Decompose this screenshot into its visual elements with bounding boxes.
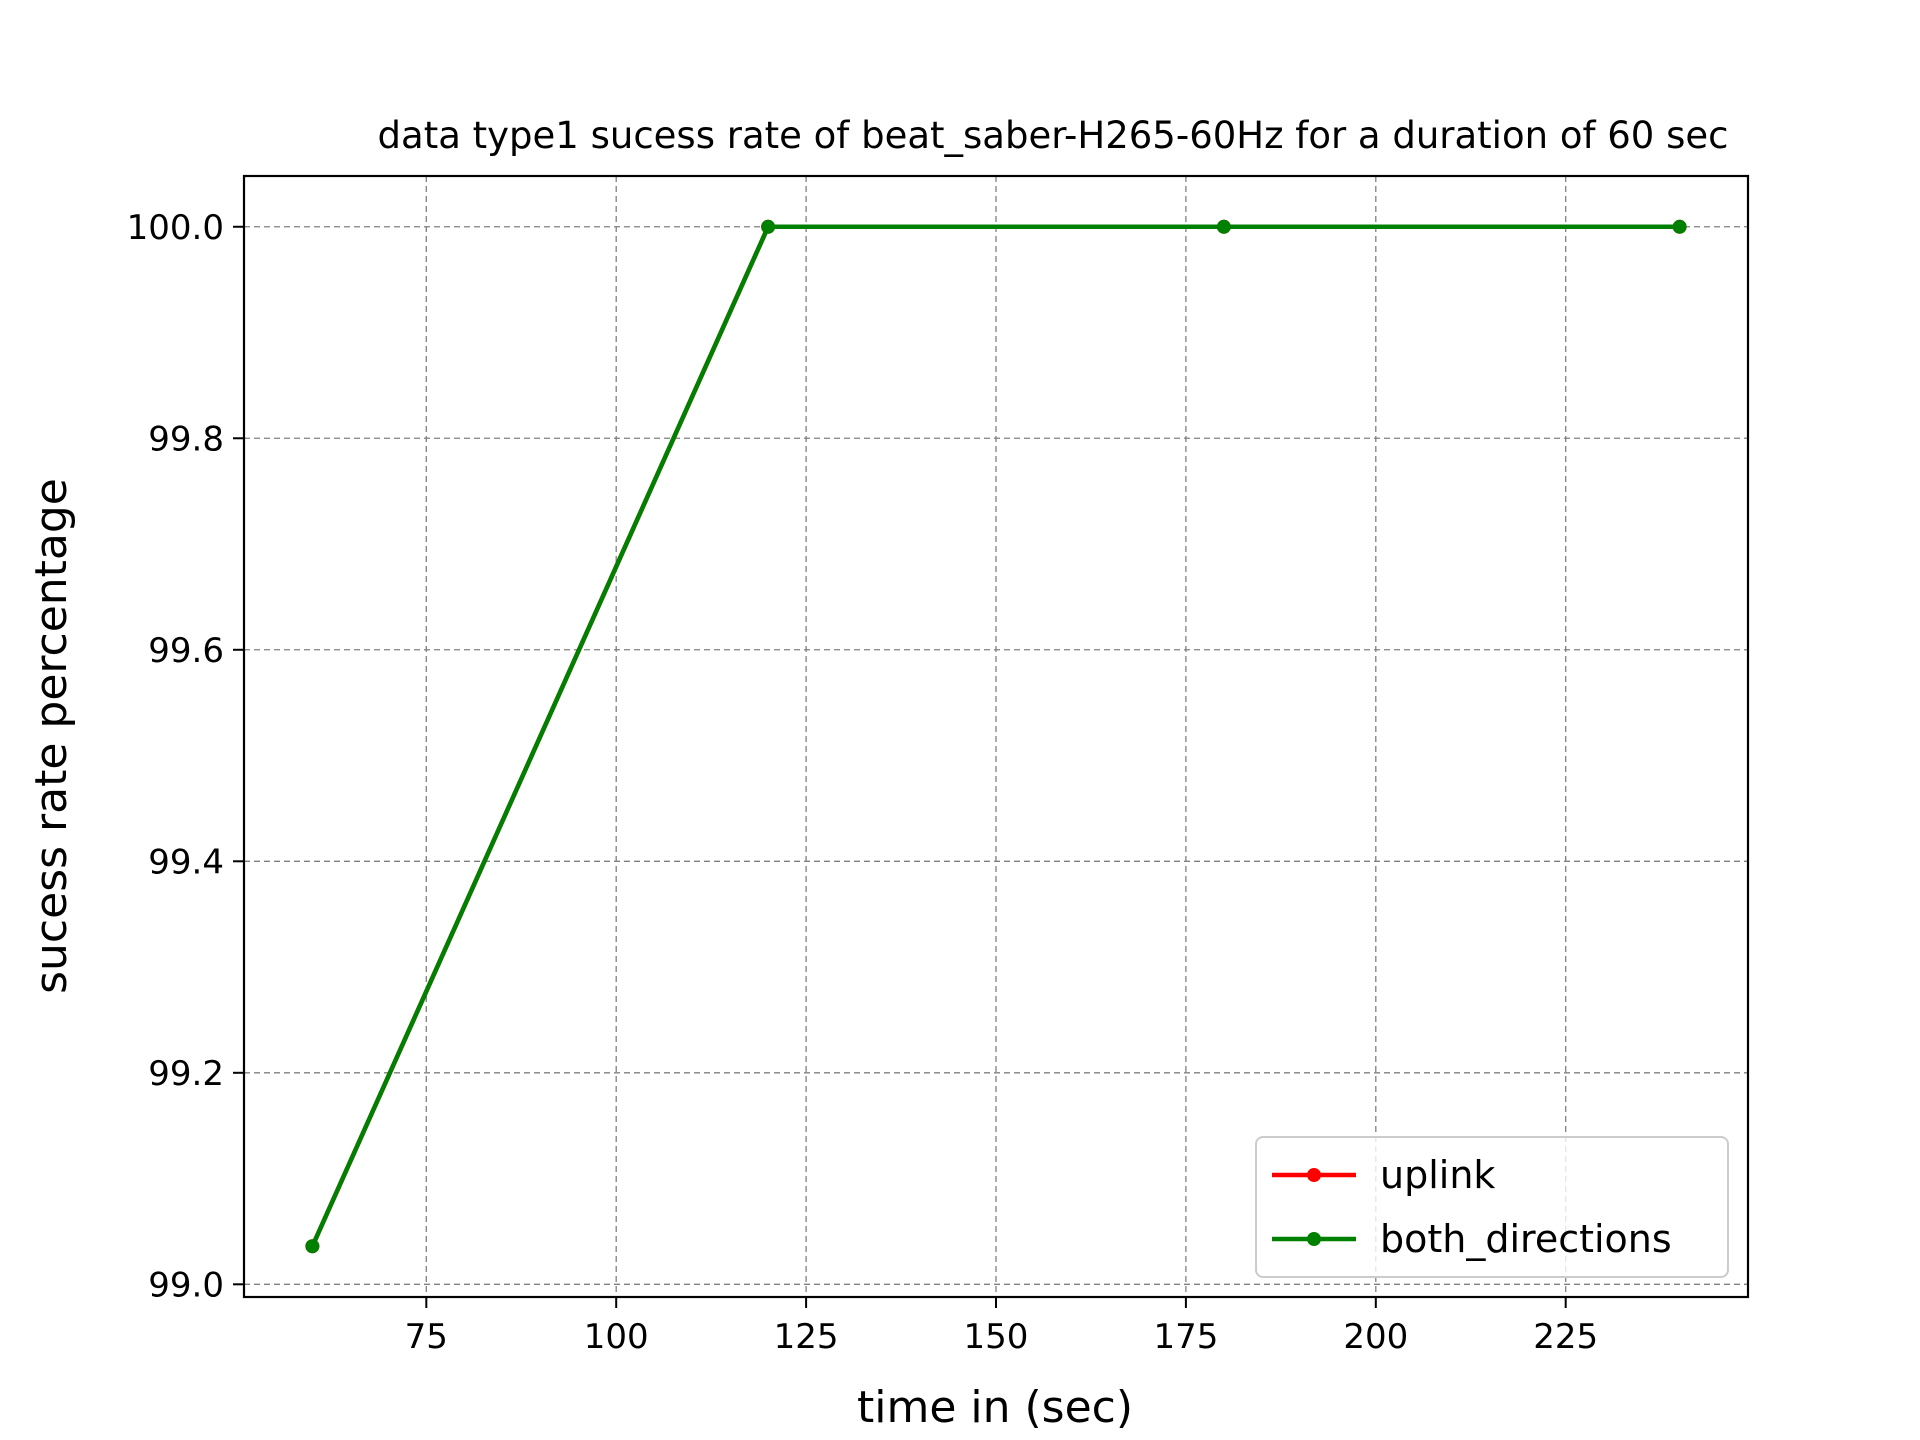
y-tick-label: 100.0 — [127, 208, 224, 248]
y-tick-label: 99.8 — [148, 419, 224, 459]
x-tick-label: 200 — [1343, 1317, 1408, 1357]
x-tick-label: 75 — [405, 1317, 448, 1357]
legend-box — [1255, 1136, 1729, 1278]
x-tick-label: 175 — [1153, 1317, 1218, 1357]
legend-marker-both-directions — [1307, 1232, 1321, 1246]
series-line-both-directions — [310, 224, 1680, 1248]
x-tick-label: 225 — [1533, 1317, 1598, 1357]
x-tick-label: 125 — [774, 1317, 839, 1357]
x-ticks: 75 100 125 150 175 200 225 — [405, 1297, 1598, 1357]
y-tick-label: 99.4 — [148, 842, 224, 882]
legend-label-uplink: uplink — [1380, 1153, 1495, 1197]
grid — [244, 176, 1748, 1297]
y-tick-label: 99.0 — [148, 1265, 224, 1305]
data-point-both-directions — [761, 219, 776, 234]
y-tick-label: 99.6 — [148, 631, 224, 671]
chart-title: data type1 sucess rate of beat_saber-H26… — [378, 114, 1729, 157]
data-point-both-directions — [305, 1239, 320, 1254]
data-point-both-directions — [1672, 219, 1687, 234]
y-axis-label: sucess rate percentage — [26, 478, 77, 994]
series-layer — [305, 219, 1687, 1254]
y-tick-label: 99.2 — [148, 1054, 224, 1094]
x-axis-label: time in (sec) — [857, 1382, 1133, 1433]
data-point-both-directions — [1216, 219, 1231, 234]
y-ticks: 99.0 99.2 99.4 99.6 99.8 100.0 — [127, 208, 244, 1305]
legend-label-both-directions: both_directions — [1380, 1217, 1672, 1261]
legend-marker-uplink — [1307, 1168, 1321, 1182]
legend: uplink both_directions — [1255, 1136, 1729, 1278]
x-tick-label: 150 — [964, 1317, 1029, 1357]
x-tick-label: 100 — [584, 1317, 649, 1357]
